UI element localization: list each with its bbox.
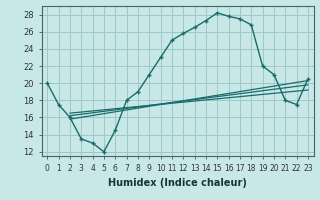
X-axis label: Humidex (Indice chaleur): Humidex (Indice chaleur) xyxy=(108,178,247,188)
